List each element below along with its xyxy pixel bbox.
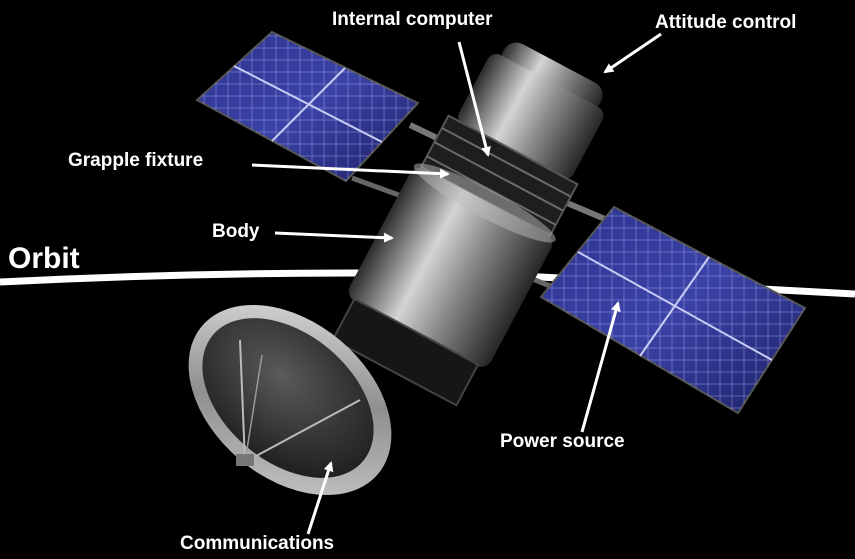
- right-solar-panel: [539, 205, 807, 415]
- left-solar-panel: [195, 30, 420, 183]
- label-attitude-control: Attitude control: [655, 12, 797, 33]
- arrow-power-source: [580, 301, 621, 433]
- label-internal-computer: Internal computer: [332, 9, 493, 30]
- label-grapple-fixture: Grapple fixture: [68, 150, 204, 171]
- arrow-internal-computer: [457, 41, 491, 157]
- label-body: Body: [212, 221, 260, 242]
- label-communications: Communications: [180, 533, 335, 554]
- arrow-body: [274, 231, 394, 243]
- label-power-source: Power source: [500, 431, 625, 452]
- arrow-communications: [306, 461, 334, 535]
- satellite-body: [331, 42, 604, 407]
- label-orbit: Orbit: [8, 242, 80, 275]
- arrow-grapple-fixture: [251, 163, 450, 179]
- arrow-attitude-control: [603, 32, 662, 74]
- right-strut: [558, 197, 614, 225]
- communications-dish: [188, 304, 392, 496]
